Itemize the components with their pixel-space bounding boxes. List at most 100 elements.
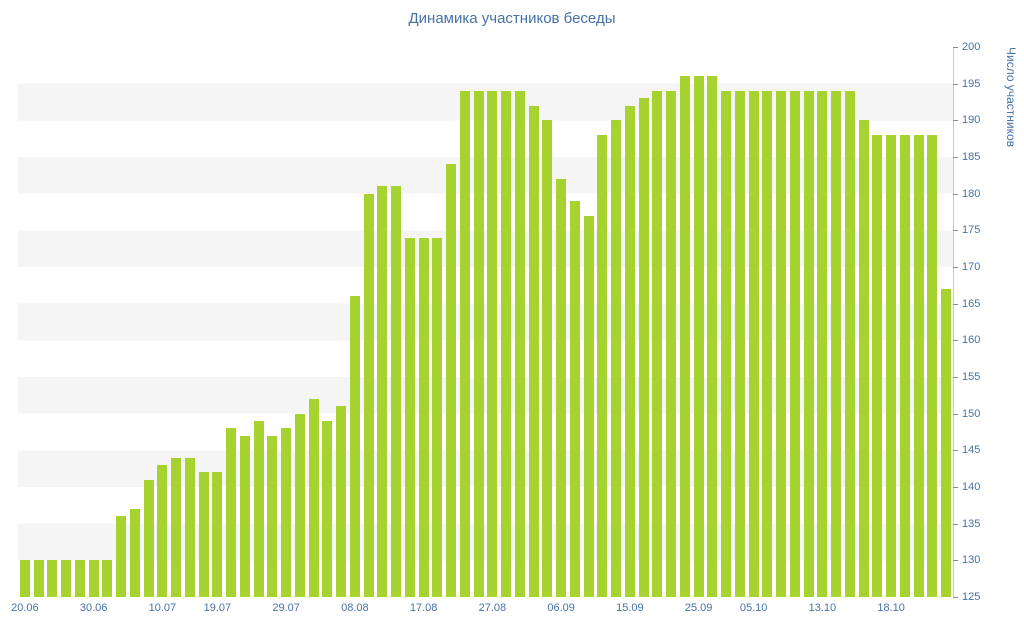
bar[interactable] [212, 472, 223, 597]
bar[interactable] [322, 421, 333, 597]
bar[interactable] [817, 91, 828, 597]
y-axis-label: 135 [962, 517, 981, 530]
bar[interactable] [872, 135, 883, 597]
bar[interactable] [19, 560, 30, 597]
bar[interactable] [129, 509, 140, 597]
bar[interactable] [336, 406, 347, 597]
bar[interactable] [74, 560, 85, 597]
bar[interactable] [294, 413, 305, 597]
bar[interactable] [47, 560, 58, 597]
y-axis-label: 165 [962, 297, 981, 310]
bar[interactable] [349, 296, 360, 597]
bar[interactable] [831, 91, 842, 597]
bar[interactable] [679, 76, 690, 597]
y-axis-label: 185 [962, 151, 981, 163]
y-axis-tick [953, 230, 958, 232]
bar[interactable] [501, 91, 512, 597]
bar[interactable] [253, 421, 264, 597]
x-axis-label: 08.08 [341, 602, 369, 614]
bar[interactable] [734, 91, 745, 597]
y-axis-tick [953, 340, 958, 342]
bar[interactable] [184, 457, 195, 597]
y-axis-tick [953, 157, 958, 158]
y-axis-label: 200 [962, 41, 981, 53]
bar[interactable] [789, 91, 800, 597]
bar[interactable] [886, 135, 897, 597]
x-axis-label: 27.08 [478, 602, 507, 614]
bar[interactable] [33, 560, 44, 597]
bar[interactable] [899, 135, 910, 597]
bar[interactable] [363, 193, 374, 597]
bars-container [18, 47, 953, 597]
bar[interactable] [514, 91, 525, 597]
bar[interactable] [239, 435, 250, 597]
y-axis-tick [953, 487, 958, 488]
x-axis-label: 19.07 [203, 602, 232, 614]
x-axis-label: 06.09 [547, 602, 575, 614]
y-axis-tick [953, 523, 958, 525]
bar[interactable] [418, 237, 429, 597]
bar[interactable] [721, 91, 732, 597]
bar[interactable] [927, 135, 938, 597]
y-axis-label: 195 [962, 77, 981, 90]
chart-title: Динамика участников беседы [408, 10, 616, 27]
bar[interactable] [157, 465, 168, 597]
bar[interactable] [267, 435, 278, 597]
bar[interactable] [569, 201, 580, 597]
bar[interactable] [487, 91, 498, 597]
y-axis-label: 175 [962, 224, 981, 237]
bar[interactable] [198, 472, 209, 597]
y-axis-tick [953, 560, 958, 562]
bar[interactable] [556, 179, 567, 597]
bar[interactable] [542, 120, 553, 597]
y-axis-tick [953, 267, 958, 268]
plot-area [18, 47, 953, 597]
bar[interactable] [88, 560, 99, 597]
bar[interactable] [748, 91, 759, 597]
bar[interactable] [803, 91, 814, 597]
bar[interactable] [528, 105, 539, 597]
bar[interactable] [171, 457, 182, 597]
bar[interactable] [913, 135, 924, 597]
bar[interactable] [226, 428, 237, 597]
bar[interactable] [459, 91, 470, 597]
y-axis-tick [953, 47, 958, 48]
bar[interactable] [776, 91, 787, 597]
bar[interactable] [432, 237, 443, 597]
x-axis-label: 25.09 [684, 602, 713, 614]
bar[interactable] [762, 91, 773, 597]
bar[interactable] [61, 560, 72, 597]
bar[interactable] [693, 76, 704, 597]
bar[interactable] [597, 135, 608, 597]
bar[interactable] [624, 105, 635, 597]
bar[interactable] [377, 186, 388, 597]
y-axis-label: 190 [962, 114, 981, 127]
bar[interactable] [308, 399, 319, 597]
bar[interactable] [844, 91, 855, 597]
bar[interactable] [666, 91, 677, 597]
bar[interactable] [143, 479, 154, 597]
y-axis-tick [953, 450, 958, 452]
y-axis-label: 140 [962, 481, 981, 493]
y-axis-tick [953, 377, 958, 378]
bar[interactable] [652, 91, 663, 597]
bar[interactable] [858, 120, 869, 597]
bar[interactable] [707, 76, 718, 597]
bar[interactable] [281, 428, 292, 597]
bar[interactable] [391, 186, 402, 597]
bar[interactable] [102, 560, 113, 597]
y-axis-tick [953, 413, 958, 415]
x-axis-label: 20.06 [11, 602, 39, 614]
bar[interactable] [446, 164, 457, 597]
bar[interactable] [473, 91, 484, 597]
bar[interactable] [941, 289, 952, 597]
bar[interactable] [638, 98, 649, 597]
bar[interactable] [116, 516, 127, 597]
y-axis-tick [953, 120, 958, 122]
y-axis-tick [953, 193, 958, 195]
bar[interactable] [611, 120, 622, 597]
bar[interactable] [404, 237, 415, 597]
bar[interactable] [583, 215, 594, 597]
x-axis-label: 15.09 [616, 602, 644, 614]
